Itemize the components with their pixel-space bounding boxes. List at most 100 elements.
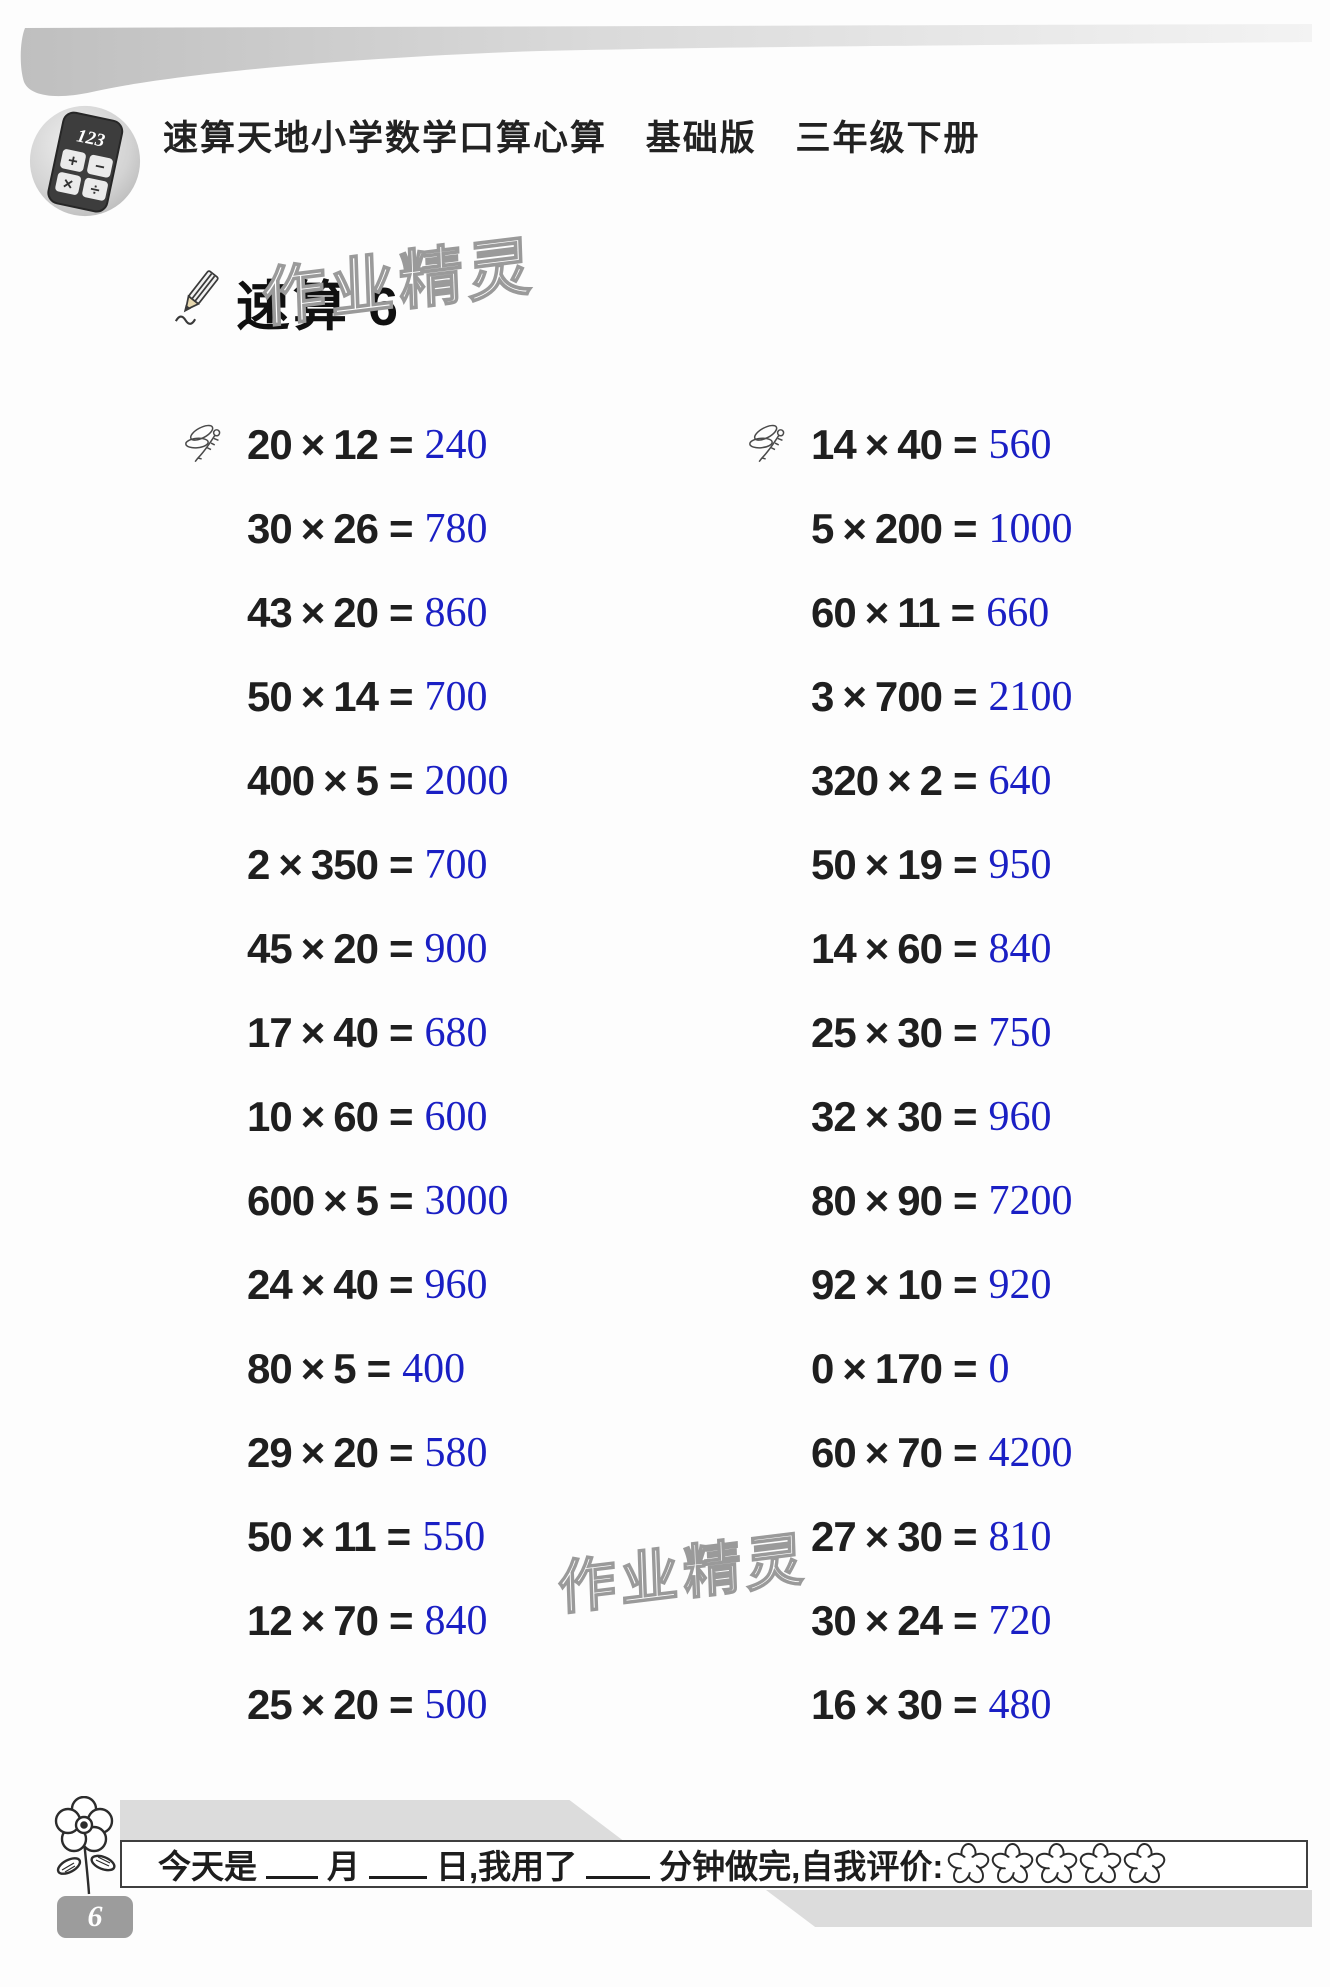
factor-a: 92 (811, 1261, 857, 1308)
multiply-sign: × (300, 505, 326, 552)
flower-icon (54, 1796, 116, 1895)
equals-sign: = (952, 1513, 978, 1560)
factor-a: 80 (811, 1177, 857, 1224)
equals-sign: = (952, 925, 978, 972)
answer-value: 950 (988, 842, 1052, 888)
factor-a: 400 (247, 757, 315, 804)
equals-sign: = (388, 1261, 414, 1308)
problem-row: 2 × 350 = 700 (183, 823, 663, 907)
multiply-sign: × (864, 1429, 890, 1476)
multiply-sign: × (300, 1513, 326, 1560)
multiply-sign: × (864, 925, 890, 972)
equals-sign: = (388, 673, 414, 720)
answer-value: 720 (988, 1598, 1052, 1644)
problem-row: 3 × 700 = 2100 (747, 655, 1227, 739)
equals-sign: = (952, 1429, 978, 1476)
problem-row: 20 × 12 = 240 (183, 403, 663, 487)
factor-b: 12 (333, 421, 379, 468)
problem-row: 14 × 40 = 560 (747, 403, 1227, 487)
multiply-sign: × (300, 925, 326, 972)
equals-sign: = (388, 1177, 414, 1224)
factor-b: 30 (897, 1093, 943, 1140)
problem-row: 25 × 30 = 750 (747, 991, 1227, 1075)
self-rating-flowers (947, 1842, 1166, 1886)
footer-closing-segment: 分钟做完,自我评价: (659, 1848, 944, 1885)
problem-row: 45 × 20 = 900 (183, 907, 663, 991)
equals-sign: = (388, 757, 414, 804)
factor-a: 3 (811, 673, 834, 720)
multiply-sign: × (300, 1681, 326, 1728)
factor-b: 5 (355, 1177, 379, 1224)
factor-b: 30 (897, 1513, 943, 1560)
problem-row: 43 × 20 = 860 (183, 571, 663, 655)
factor-a: 320 (811, 757, 879, 804)
minutes-blank-line (586, 1852, 651, 1879)
factor-b: 5 (355, 757, 379, 804)
factor-b: 5 (333, 1345, 356, 1392)
equals-sign: = (950, 589, 976, 636)
day-blank-line (369, 1852, 427, 1879)
answer-value: 500 (424, 1682, 488, 1728)
multiply-sign: × (300, 1345, 326, 1392)
month-blank-line (266, 1852, 318, 1879)
answer-value: 960 (988, 1094, 1052, 1140)
problem-row: 600 × 5 = 3000 (183, 1159, 663, 1243)
problem-row: 5 × 200 = 1000 (747, 487, 1227, 571)
problem-row: 14 × 60 = 840 (747, 907, 1227, 991)
answer-value: 840 (424, 1598, 488, 1644)
answer-value: 2000 (424, 758, 509, 804)
factor-b: 26 (333, 505, 379, 552)
factor-a: 24 (247, 1261, 293, 1308)
equals-sign: = (952, 1681, 978, 1728)
answer-value: 400 (402, 1346, 466, 1392)
problems-column-left: 20 × 12 = 240 30 × 26 = 780 (183, 403, 663, 1747)
equals-sign: = (388, 589, 414, 636)
factor-a: 14 (811, 421, 857, 468)
factor-a: 32 (811, 1093, 857, 1140)
equals-sign: = (952, 1261, 978, 1308)
minus-icon: − (93, 156, 107, 177)
problem-row: 17 × 40 = 680 (183, 991, 663, 1075)
factor-a: 16 (811, 1681, 857, 1728)
equals-sign: = (952, 421, 978, 468)
answer-value: 2100 (988, 674, 1073, 720)
equals-sign: = (388, 1681, 414, 1728)
factor-b: 40 (333, 1261, 379, 1308)
multiply-sign: × (864, 1513, 890, 1560)
answer-value: 700 (424, 674, 488, 720)
factor-a: 30 (811, 1597, 857, 1644)
top-swoosh-decoration (20, 24, 1312, 97)
footer-month-label: 月 (327, 1848, 360, 1885)
factor-b: 20 (333, 1681, 379, 1728)
divide-icon: ÷ (89, 179, 102, 199)
factor-a: 2 (247, 841, 270, 888)
rating-flower-icon (1036, 1842, 1078, 1883)
problem-row: 25 × 20 = 500 (183, 1663, 663, 1747)
multiply-sign: × (864, 1261, 890, 1308)
problem-row: 10 × 60 = 600 (183, 1075, 663, 1159)
answer-value: 680 (424, 1010, 488, 1056)
factor-a: 5 (811, 505, 834, 552)
factor-b: 350 (310, 841, 379, 888)
equals-sign: = (388, 1597, 414, 1644)
factor-b: 70 (897, 1429, 943, 1476)
factor-a: 50 (247, 673, 293, 720)
answer-value: 750 (988, 1010, 1052, 1056)
multiply-sign: × (300, 1429, 326, 1476)
problem-row: 30 × 24 = 720 (747, 1579, 1227, 1663)
answer-value: 600 (424, 1094, 488, 1140)
rating-flower-icon (948, 1842, 990, 1883)
answer-value: 580 (424, 1430, 488, 1476)
problems-column-right: 14 × 40 = 560 5 × 200 = 1000 (747, 403, 1227, 1747)
multiply-sign: × (864, 841, 890, 888)
answer-value: 860 (424, 590, 488, 636)
footer-date-prefix: 今天是 (158, 1848, 257, 1885)
equals-sign: = (952, 1597, 978, 1644)
problem-row: 60 × 70 = 4200 (747, 1411, 1227, 1495)
problem-row: 32 × 30 = 960 (747, 1075, 1227, 1159)
equals-sign: = (952, 673, 978, 720)
problem-row: 400 × 5 = 2000 (183, 739, 663, 823)
factor-a: 25 (811, 1009, 857, 1056)
factor-b: 200 (874, 505, 943, 552)
rating-flower-icon (1080, 1842, 1122, 1883)
